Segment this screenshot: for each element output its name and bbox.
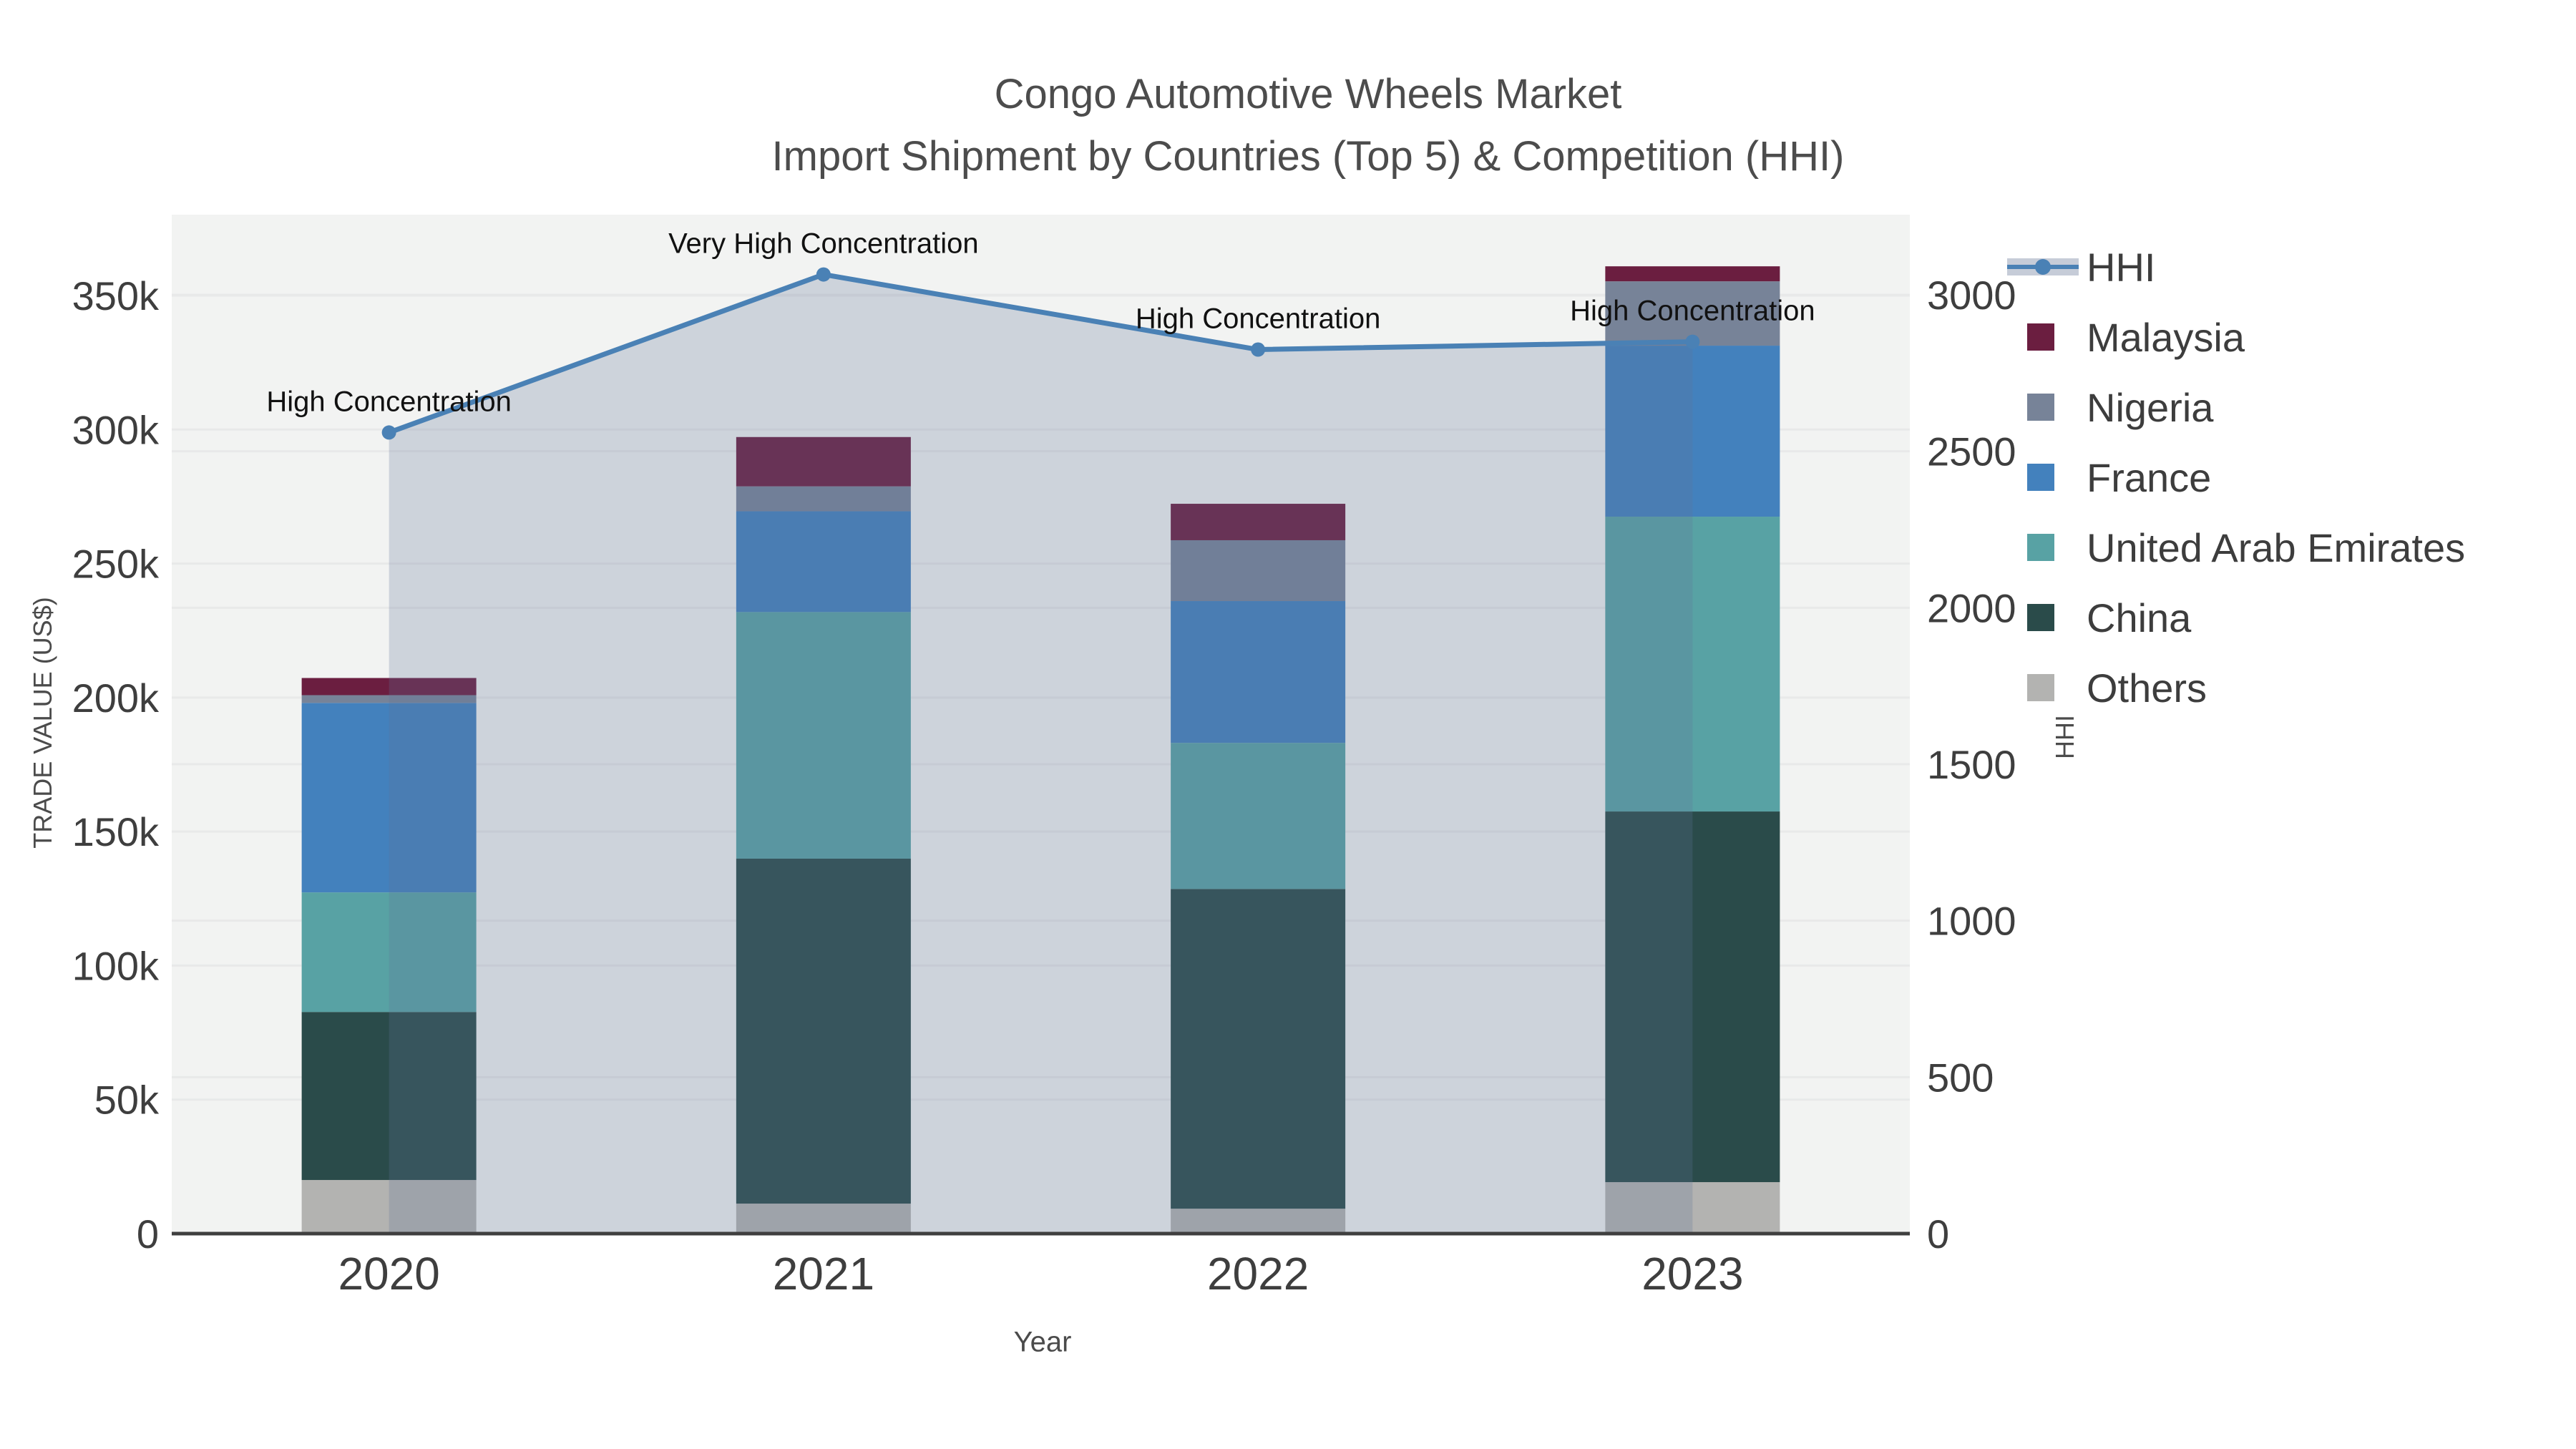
y-left-tick-label: 100k [72, 943, 160, 988]
hhi-marker-2023 [1685, 334, 1700, 349]
legend-label: Others [2087, 665, 2207, 711]
legend-swatch-france [2027, 464, 2054, 491]
legend-label: France [2087, 454, 2212, 500]
x-tick-label-2020: 2020 [338, 1248, 439, 1299]
hhi-marker-2022 [1251, 342, 1266, 357]
hhi-legend-marker [2035, 259, 2051, 275]
bar-2022-others [1171, 1209, 1346, 1234]
chart-title-block: Congo Automotive Wheels Market Import Sh… [163, 63, 2453, 187]
hhi-marker-2020 [381, 425, 396, 440]
bar-2021-nigeria [736, 486, 911, 512]
y-left-tick-label: 300k [72, 407, 160, 452]
y-right-tick-label: 0 [1927, 1211, 1949, 1257]
bar-2023-malaysia [1605, 266, 1780, 282]
y-right-tick-label: 500 [1927, 1055, 1994, 1100]
bar-2022-france [1171, 601, 1346, 743]
bar-2021-china [736, 858, 911, 1204]
y-left-tick-label: 250k [72, 542, 160, 587]
legend-swatch-others [2027, 674, 2054, 701]
legend-item-united-arab-emirates[interactable]: United Arab Emirates [2007, 512, 2551, 582]
chart-title: Congo Automotive Wheels Market [994, 71, 1622, 117]
legend-swatch-malaysia [2027, 323, 2054, 351]
y-left-tick-label: 350k [72, 273, 160, 318]
y-left-tick-label: 50k [94, 1078, 160, 1123]
bar-2020-malaysia [301, 678, 477, 696]
bar-2023-china [1605, 811, 1780, 1183]
bar-2020-china [301, 1012, 477, 1181]
y-left-tick-label: 0 [137, 1211, 159, 1257]
legend-label: China [2087, 595, 2192, 640]
legend-item-malaysia[interactable]: Malaysia [2007, 302, 2551, 372]
bar-2023-others [1605, 1182, 1780, 1234]
annotation-2023: High Concentration [1570, 296, 1815, 327]
legend-swatch-nigeria [2027, 394, 2054, 421]
legend: HHI Malaysia Nigeria France United Arab Emir… [2007, 232, 2551, 723]
x-tick-label-2022: 2022 [1207, 1248, 1309, 1299]
bar-2022-united-arab-emirates [1171, 743, 1346, 889]
bar-2021-malaysia [736, 436, 911, 487]
hhi-line [388, 271, 1693, 435]
legend-item-others[interactable]: Others [2007, 653, 2551, 723]
x-tick-label-2023: 2023 [1641, 1248, 1743, 1299]
x-tick-label-2021: 2021 [773, 1248, 874, 1299]
annotation-2022: High Concentration [1136, 303, 1380, 335]
bar-2020-nigeria [301, 695, 477, 703]
bar-2022-nigeria [1171, 540, 1346, 602]
bar-2021-united-arab-emirates [736, 612, 911, 859]
hhi-legend-glyph [2007, 258, 2079, 275]
bar-2021-others [736, 1204, 911, 1234]
bar-2021-france [736, 511, 911, 613]
chart-subtitle: Import Shipment by Countries (Top 5) & C… [771, 133, 1845, 180]
legend-item-china[interactable]: China [2007, 582, 2551, 653]
y-right-tick-label: 2500 [1927, 429, 2016, 474]
annotation-2020: High Concentration [266, 386, 511, 417]
y-right-tick-label: 1500 [1927, 742, 2016, 787]
legend-label: United Arab Emirates [2087, 525, 2466, 570]
bar-2020-united-arab-emirates [301, 892, 477, 1013]
bar-2023-united-arab-emirates [1605, 517, 1780, 812]
hhi-marker-2021 [816, 267, 831, 282]
legend-label: HHI [2087, 244, 2156, 290]
bar-2022-malaysia [1171, 504, 1346, 540]
legend-label: Nigeria [2087, 384, 2214, 430]
hhi-area-fill [389, 274, 1693, 1234]
legend-swatch-china [2027, 604, 2054, 631]
bar-2023-france [1605, 346, 1780, 517]
legend-item-france[interactable]: France [2007, 442, 2551, 512]
y-left-tick-label: 150k [72, 809, 160, 854]
bar-2020-others [301, 1180, 477, 1234]
y-axis-left-title: TRADE VALUE (US$) [28, 597, 57, 849]
legend-swatch-united-arab-emirates [2027, 534, 2054, 561]
y-right-tick-label: 2000 [1927, 585, 2016, 630]
bars [301, 266, 1780, 1234]
y-right-tick-label: 3000 [1927, 273, 2016, 318]
annotation-2021: Very High Concentration [668, 228, 979, 260]
legend-item-nigeria[interactable]: Nigeria [2007, 372, 2551, 442]
legend-item-hhi[interactable]: HHI [2007, 232, 2551, 302]
bar-2020-france [301, 703, 477, 893]
y-left-tick-label: 200k [72, 675, 160, 721]
y-right-tick-label: 1000 [1927, 899, 2016, 944]
legend-label: Malaysia [2087, 314, 2245, 360]
bar-2022-china [1171, 889, 1346, 1209]
x-axis-title: Year [1013, 1326, 1072, 1358]
